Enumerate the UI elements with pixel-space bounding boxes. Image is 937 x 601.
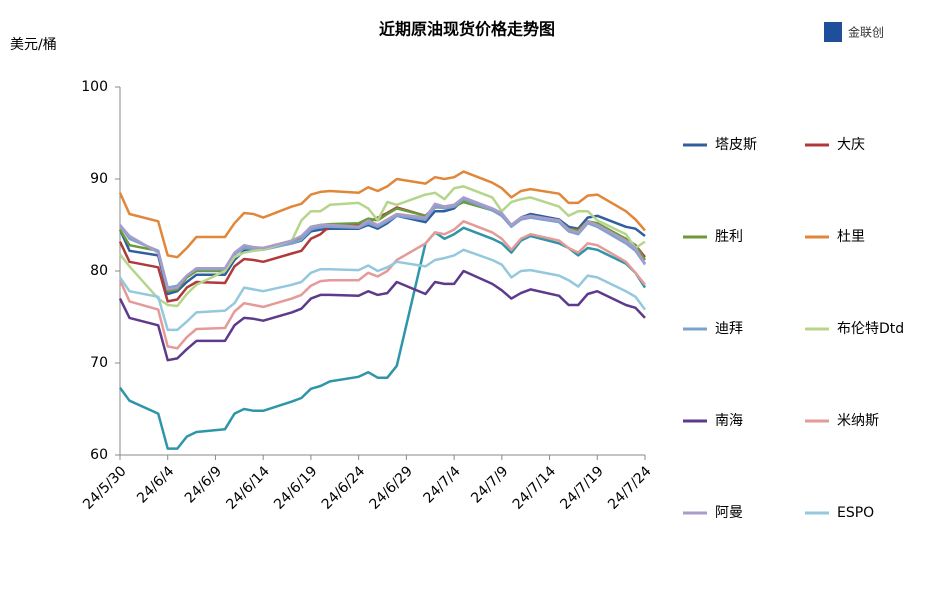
legend-label: 迪拜 [715, 321, 743, 337]
x-tick-label: 24/7/14 [510, 463, 560, 513]
series-line [118, 226, 647, 450]
legend-label: 塔皮斯 [715, 137, 757, 153]
y-unit: 美元/桶 [10, 37, 57, 53]
series-line [119, 196, 647, 291]
legend-label: 大庆 [837, 137, 865, 153]
y-tick-label: 100 [81, 79, 108, 95]
x-tick-label: 24/7/9 [468, 463, 511, 506]
x-tick-label: 24/6/24 [319, 463, 369, 513]
legend-label: 胜利 [715, 229, 743, 245]
x-tick-label: 24/6/9 [182, 463, 225, 506]
x-tick-label: 24/7/19 [557, 463, 606, 512]
x-tick-label: 24/6/29 [367, 463, 416, 512]
series-line [118, 197, 646, 296]
legend-label: 阿曼 [715, 505, 743, 521]
x-tick-label: 24/6/14 [223, 463, 273, 513]
x-tick-label: 24/7/24 [605, 463, 655, 513]
y-tick-label: 90 [90, 171, 108, 187]
legend-label: 杜里 [837, 229, 865, 245]
chart-title: 近期原油现货价格走势图 [379, 20, 555, 39]
logo: 金联创 [848, 25, 884, 40]
x-tick-label: 24/6/19 [271, 463, 320, 512]
series-line [118, 220, 646, 350]
legend-label: ESPO [837, 505, 874, 521]
y-tick-label: 60 [90, 447, 108, 463]
x-tick-label: 24/5/30 [80, 463, 129, 512]
x-tick-label: 24/6/4 [134, 463, 177, 506]
series-line [119, 185, 646, 308]
series-line [118, 248, 647, 332]
legend-label: 布伦特Dtd [837, 321, 904, 337]
y-tick-label: 80 [90, 263, 108, 279]
y-tick-label: 70 [90, 355, 108, 371]
legend-label: 米纳斯 [837, 413, 879, 429]
x-tick-label: 24/7/4 [421, 463, 464, 506]
logo-icon [824, 22, 842, 42]
series-line [118, 269, 646, 362]
series-line [118, 170, 646, 259]
legend-label: 南海 [715, 413, 743, 429]
